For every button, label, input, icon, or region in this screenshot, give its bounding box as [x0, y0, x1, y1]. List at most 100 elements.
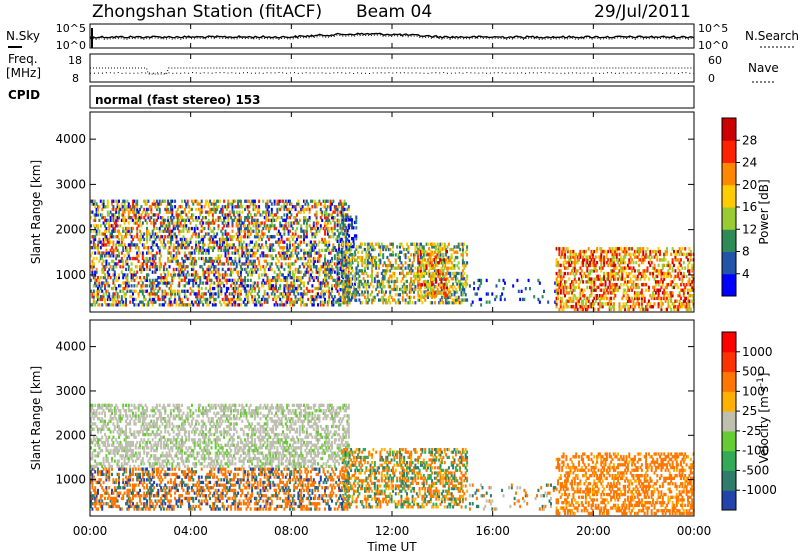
power-cell-2370: [287, 207, 290, 212]
power-cell-1653: [227, 218, 230, 222]
power-cell-4404: [569, 271, 572, 276]
power-cell-1263: [195, 224, 198, 228]
power-cell-3101: [338, 261, 341, 265]
power-cell-4904: [636, 296, 639, 301]
power-cell-2717: [318, 254, 321, 258]
power-cell-3669: [408, 287, 411, 292]
power-cell-2037: [258, 259, 261, 263]
power-cell-1043: [176, 221, 179, 225]
power-cell-873: [162, 199, 165, 203]
power-cell-4833: [625, 247, 628, 251]
power-cell-2787: [324, 221, 326, 225]
power-cell-1898: [246, 256, 249, 261]
power-cell-608: [140, 237, 143, 242]
power-cell-4725: [611, 249, 614, 254]
power-cell-3461: [375, 261, 378, 265]
cpid-mode-text: normal (fast stereo) 153: [95, 93, 261, 107]
power-cell-1852: [244, 303, 247, 307]
power-cell-4531: [586, 255, 589, 259]
power-cell-2688: [315, 218, 318, 222]
power-cell-1921: [248, 224, 251, 228]
power-cell-1482: [213, 235, 216, 239]
power-cell-1515: [216, 199, 219, 203]
power-cell-2275: [280, 251, 283, 255]
power-cell-4501: [582, 258, 585, 262]
power-cell-733: [151, 265, 154, 269]
power-cell-2390: [289, 216, 291, 220]
power-cell-3136: [343, 296, 346, 300]
power-cell-252: [111, 286, 113, 291]
power-cell-475: [127, 205, 130, 209]
power-cell-887: [164, 224, 167, 228]
power-cell-4650: [601, 258, 604, 262]
power-cell-1710: [232, 300, 235, 304]
power-cell-3769: [422, 274, 425, 278]
power-cell-2091: [263, 224, 266, 228]
power-cell-2748: [321, 218, 324, 222]
power-cell-1793: [238, 226, 241, 231]
power-cell-4820: [624, 255, 627, 259]
power-cell-1605: [224, 254, 227, 258]
power-cell-1374: [204, 216, 207, 220]
power-cell-2724: [319, 300, 322, 304]
power-cell-1003: [174, 292, 177, 296]
power-cell-2557: [304, 270, 307, 274]
power-cell-387: [122, 303, 125, 307]
power-cell-4446: [575, 305, 578, 309]
power-cell-4373: [565, 299, 568, 303]
power-cell-4470: [579, 305, 582, 309]
power-cell-32: [92, 284, 95, 288]
power-cell-2691: [315, 210, 318, 214]
power-cell-1297: [197, 202, 200, 206]
power-cell-1745: [235, 270, 238, 274]
power-cell-2973: [339, 213, 342, 217]
power-cell-3466: [376, 282, 379, 286]
power-cell-1809: [239, 276, 242, 280]
power-cell-3991: [453, 250, 456, 254]
power-cell-4276: [523, 297, 526, 302]
power-cell-1582: [223, 300, 226, 304]
power-cell-1014: [175, 300, 178, 304]
power-cell-2138: [267, 226, 270, 231]
power-cell-3229: [341, 287, 344, 292]
power-cell-2381: [289, 267, 291, 272]
power-cell-3234: [341, 258, 344, 262]
power-cell-4138: [428, 252, 431, 257]
power-cell-3819: [429, 242, 432, 246]
power-cell-3471: [378, 298, 380, 302]
power-cell-571: [137, 303, 140, 307]
power-cell-2620: [310, 254, 312, 258]
power-cell-4388: [566, 255, 569, 259]
power-cell-866: [162, 246, 165, 250]
power-cell-538: [133, 199, 136, 203]
power-cell-2875: [331, 270, 333, 274]
power-cell-4552: [589, 260, 592, 265]
power-cell-4416: [571, 260, 573, 265]
power-cell-2040: [258, 229, 261, 233]
power-cell-3264: [345, 255, 348, 260]
power-cell-1908: [246, 213, 249, 217]
power-cell-4448: [575, 296, 578, 301]
power-cell-4454: [575, 252, 578, 257]
power-cell-4776: [618, 269, 621, 273]
power-cell-2474: [296, 202, 298, 206]
power-cell-792: [155, 232, 158, 236]
power-cell-4935: [640, 302, 643, 306]
power-cell-2520: [300, 210, 303, 214]
power-cell-1126: [183, 292, 186, 296]
power-cell-3250: [344, 301, 347, 305]
power-cell-1868: [244, 216, 247, 220]
power-cell-3893: [439, 242, 442, 246]
power-cell-514: [132, 243, 134, 247]
power-cell-2146: [269, 278, 272, 282]
power-cell-1959: [252, 286, 255, 291]
power-cell-318: [115, 235, 118, 239]
power-cell-937: [168, 226, 171, 231]
power-cell-3344: [358, 269, 361, 273]
power-cell-4473: [579, 291, 582, 295]
power-cell-1545: [218, 243, 221, 247]
power-cell-3630: [403, 290, 406, 294]
power-cell-4555: [590, 302, 593, 306]
power-cell-1770: [237, 226, 240, 231]
power-cell-3230: [341, 285, 344, 289]
